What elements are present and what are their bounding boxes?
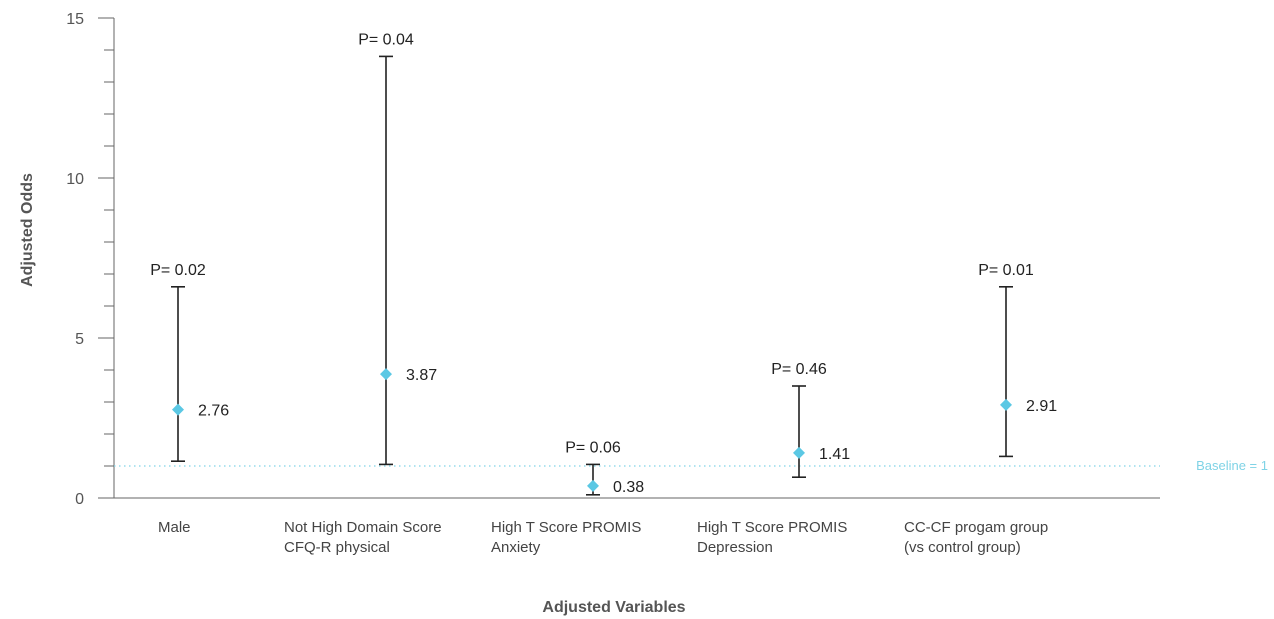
x-category-line: Not High Domain Score [284, 519, 442, 536]
data-point-marker [1000, 398, 1012, 411]
y-tick-label: 5 [75, 331, 84, 348]
y-axis: 0 5 10 15 [66, 11, 115, 508]
p-value-label: P= 0.02 [150, 262, 206, 279]
y-tick-label: 15 [66, 11, 84, 28]
data-point-marker [793, 446, 805, 459]
x-category-line: (vs control group) [904, 539, 1021, 556]
value-label: 0.38 [613, 479, 644, 496]
x-axis-title: Adjusted Variables [542, 599, 685, 616]
x-category-label: CC-CF progam group (vs control group) [904, 519, 1048, 556]
data-point-marker [172, 403, 184, 416]
x-category-line: High T Score PROMIS [491, 519, 641, 536]
y-axis-title: Adjusted Odds [19, 173, 36, 287]
x-category-label: Not High Domain Score CFQ-R physical [284, 519, 442, 556]
data-point-marker [587, 479, 599, 492]
baseline-label: Baseline = 1 [1196, 458, 1268, 473]
y-tick-label: 0 [75, 491, 84, 508]
axis-titles: Adjusted Variables Adjusted Odds [19, 173, 686, 616]
x-category-line: Anxiety [491, 539, 541, 556]
p-value-label: P= 0.06 [565, 439, 621, 456]
value-label: 2.91 [1026, 398, 1057, 415]
value-label: 2.76 [198, 403, 229, 420]
x-category-line: CC-CF progam group [904, 519, 1048, 536]
x-category-line: CFQ-R physical [284, 539, 390, 556]
p-value-label: P= 0.04 [358, 31, 414, 48]
value-label: 1.41 [819, 446, 850, 463]
baseline: Baseline = 1 [114, 458, 1268, 473]
x-category-label: High T Score PROMIS Depression [697, 519, 847, 556]
x-axis: Male Not High Domain Score CFQ-R physical H… [114, 497, 1160, 556]
series: 2.76 P= 0.02 3.87 P= 0.04 0.38 P= 0.06 1.41 P= … [150, 31, 1057, 495]
x-category-line: Male [158, 519, 191, 536]
y-tick-label: 10 [66, 171, 84, 188]
value-label: 3.87 [406, 367, 437, 384]
p-value-label: P= 0.01 [978, 262, 1034, 279]
x-category-label: High T Score PROMIS Anxiety [491, 519, 641, 556]
x-category-label: Male [158, 519, 191, 536]
data-point-marker [380, 368, 392, 381]
p-value-label: P= 0.46 [771, 361, 827, 378]
x-category-line: High T Score PROMIS [697, 519, 847, 536]
x-category-line: Depression [697, 539, 773, 556]
